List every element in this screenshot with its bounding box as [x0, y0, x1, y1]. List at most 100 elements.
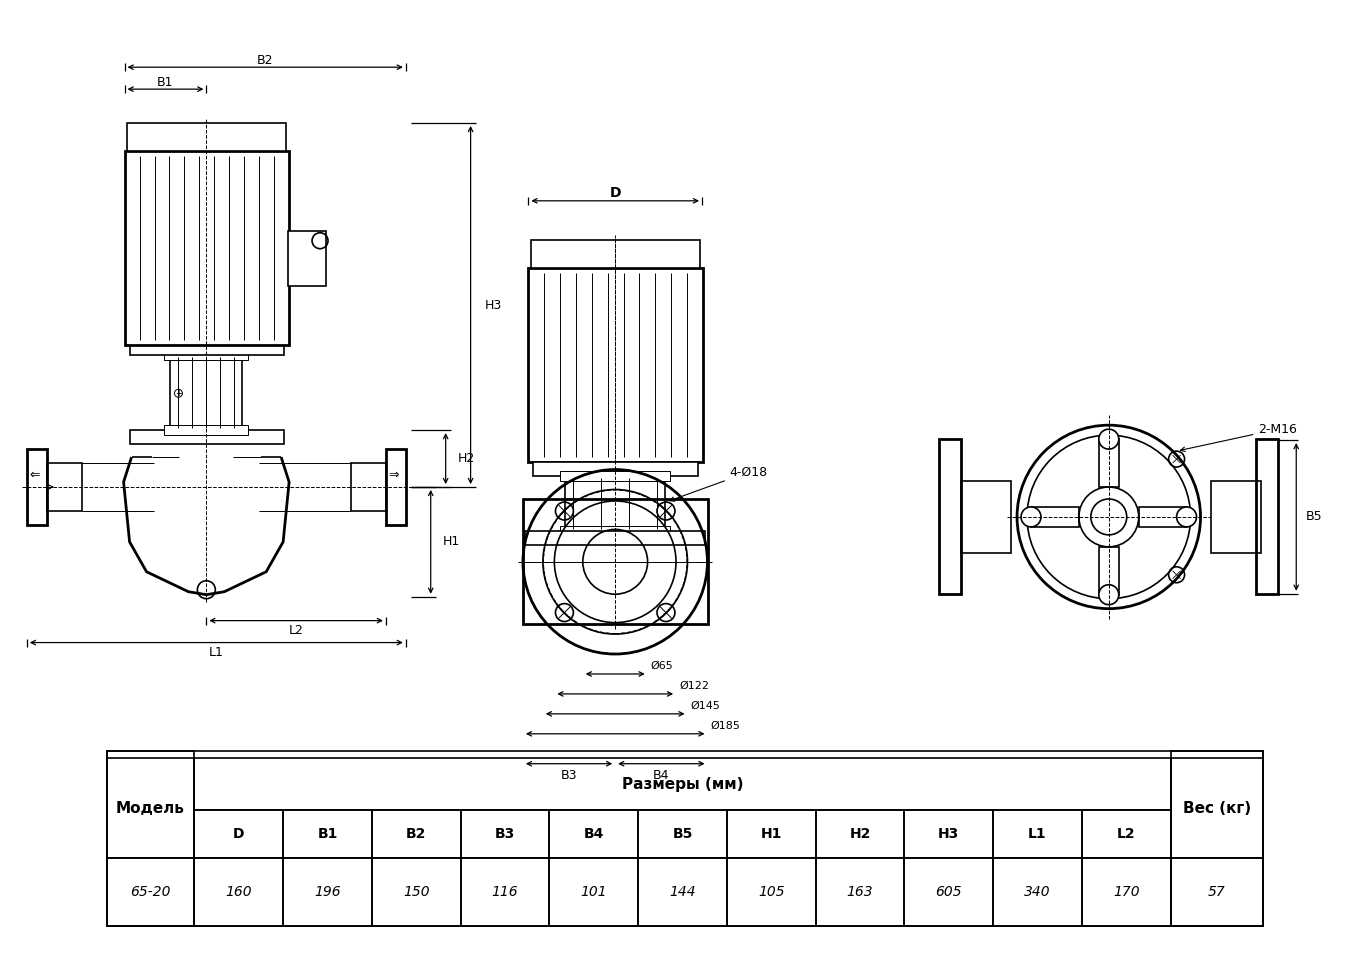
Bar [107, 858, 194, 926]
Text: 170: 170 [1113, 885, 1139, 899]
Text: B2: B2 [257, 54, 273, 66]
Text: B5: B5 [672, 827, 693, 841]
Bar [1171, 751, 1264, 926]
Bar [1212, 481, 1261, 553]
Text: 65-20: 65-20 [130, 885, 171, 899]
Text: 196: 196 [314, 885, 342, 899]
Bar [194, 810, 283, 858]
Text: 4-Ø18: 4-Ø18 [669, 466, 768, 501]
Text: D: D [609, 186, 622, 200]
Text: B1: B1 [317, 827, 337, 841]
Bar [127, 123, 285, 151]
Text: Размеры (мм): Размеры (мм) [622, 777, 743, 791]
Bar [27, 449, 46, 525]
Bar [727, 810, 816, 858]
Bar [372, 810, 460, 858]
Text: 163: 163 [847, 885, 873, 899]
Bar [130, 346, 284, 356]
Bar [1082, 858, 1171, 926]
Bar [549, 810, 638, 858]
Bar [526, 531, 705, 545]
Bar [283, 810, 372, 858]
Text: Ø122: Ø122 [679, 681, 709, 691]
Text: H2: H2 [458, 452, 475, 465]
Bar [638, 858, 727, 926]
Bar [124, 151, 290, 346]
Bar [816, 858, 904, 926]
Bar [1257, 439, 1279, 594]
Text: 101: 101 [581, 885, 607, 899]
Bar [288, 231, 326, 285]
Bar [46, 463, 82, 511]
Circle shape [1098, 584, 1119, 605]
Bar [727, 858, 816, 926]
Text: 116: 116 [492, 885, 518, 899]
Bar [816, 810, 904, 858]
Text: B4: B4 [583, 827, 604, 841]
Bar [351, 463, 385, 511]
Text: Ø185: Ø185 [710, 721, 740, 731]
Bar [549, 858, 638, 926]
Bar [560, 471, 671, 481]
Text: D: D [234, 827, 245, 841]
Bar [460, 858, 549, 926]
Text: 150: 150 [403, 885, 429, 899]
Bar [460, 810, 549, 858]
Text: 160: 160 [225, 885, 253, 899]
Bar [107, 751, 1264, 926]
Text: B2: B2 [406, 827, 426, 841]
Bar [993, 858, 1082, 926]
Bar [164, 425, 249, 435]
Bar [107, 751, 194, 926]
Bar [534, 462, 698, 476]
Bar [531, 239, 699, 268]
Bar [283, 858, 372, 926]
Bar [560, 526, 671, 535]
Text: 57: 57 [1208, 885, 1225, 899]
Text: 605: 605 [936, 885, 962, 899]
Text: H3: H3 [485, 299, 501, 312]
Bar [1171, 858, 1264, 926]
Text: 2-M16: 2-M16 [1180, 423, 1298, 451]
Text: ⇒: ⇒ [388, 469, 399, 482]
Text: B3: B3 [494, 827, 515, 841]
Text: Вес (кг): Вес (кг) [1183, 800, 1251, 816]
Circle shape [1098, 429, 1119, 449]
Text: L2: L2 [288, 624, 303, 637]
Circle shape [1176, 507, 1197, 527]
Bar [962, 481, 1011, 553]
Text: L1: L1 [209, 646, 224, 659]
Bar [164, 351, 249, 361]
Bar [194, 858, 283, 926]
Bar [107, 758, 194, 858]
Text: 144: 144 [669, 885, 695, 899]
Text: L2: L2 [1117, 827, 1135, 841]
Bar [1171, 758, 1264, 858]
Text: +: + [175, 389, 182, 398]
Text: L1: L1 [1029, 827, 1046, 841]
Bar [194, 758, 1171, 810]
Bar [940, 439, 962, 594]
Bar [993, 810, 1082, 858]
Circle shape [1020, 507, 1041, 527]
Bar [385, 449, 406, 525]
Text: Ø145: Ø145 [690, 701, 720, 711]
Text: Модель: Модель [116, 800, 184, 816]
Text: B4: B4 [653, 769, 669, 782]
Bar [130, 430, 284, 445]
Bar [566, 476, 665, 531]
Text: ⇐: ⇐ [30, 469, 40, 482]
Text: B5: B5 [1306, 510, 1322, 524]
Bar [904, 810, 993, 858]
Bar [372, 858, 460, 926]
Text: H1: H1 [443, 535, 460, 548]
Bar [529, 268, 703, 462]
Bar [171, 356, 242, 430]
Text: H2: H2 [850, 827, 870, 841]
Bar [1082, 810, 1171, 858]
Text: B1: B1 [157, 75, 173, 89]
Text: B3: B3 [561, 769, 578, 782]
Bar [904, 858, 993, 926]
Text: 340: 340 [1024, 885, 1050, 899]
Text: H1: H1 [761, 827, 781, 841]
